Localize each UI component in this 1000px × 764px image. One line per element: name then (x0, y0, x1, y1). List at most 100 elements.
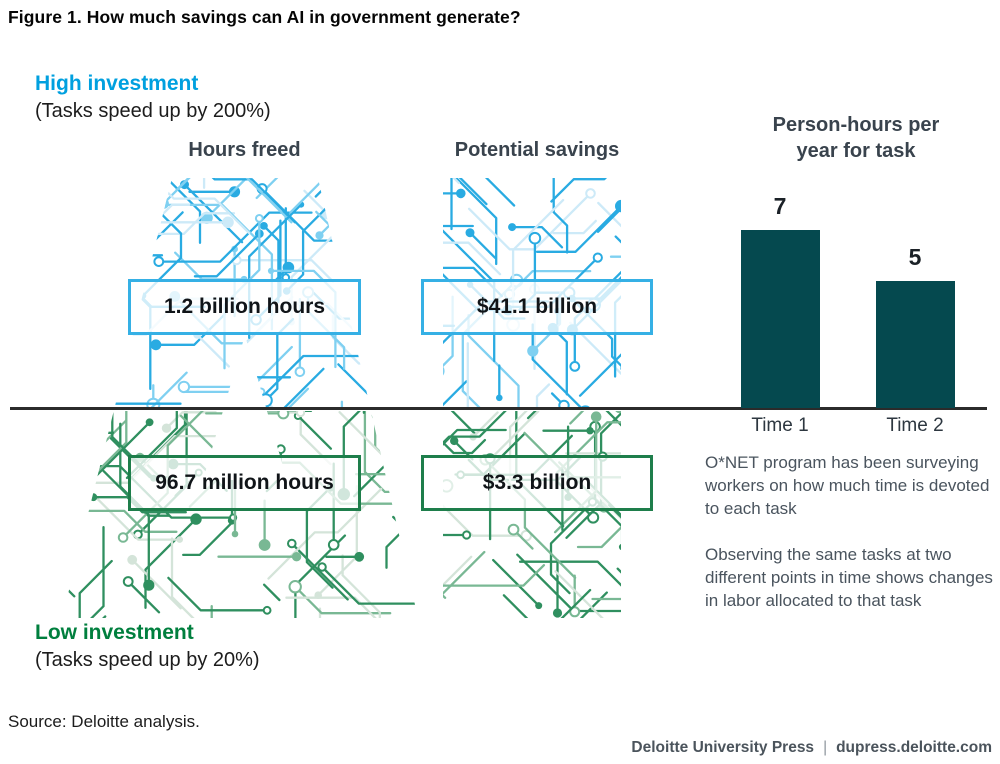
circuit-node (456, 188, 466, 199)
circuit-node (262, 605, 272, 615)
circuit-trace (489, 411, 540, 461)
circuit-node (513, 434, 525, 446)
circuit-trace (255, 178, 403, 205)
circuit-trace (629, 536, 653, 610)
circuit-node (444, 359, 455, 370)
circuit-trace (218, 411, 261, 460)
circuit-node (634, 592, 644, 602)
circuit-node (283, 385, 295, 397)
circuit-node (196, 372, 203, 379)
circuit-node (293, 411, 303, 420)
circuit-node (258, 393, 273, 407)
circuit-trace (609, 255, 621, 258)
circuit-node (441, 446, 449, 454)
circuit-node (320, 178, 329, 185)
circuit-trace (104, 212, 236, 236)
circuit-trace (357, 178, 384, 214)
circuit-node (569, 606, 581, 618)
bar-value-time-1: 7 (773, 193, 787, 219)
circuit-trace (162, 178, 293, 224)
circuit-node (122, 374, 130, 382)
low-savings-value: $3.3 billion (482, 471, 592, 494)
circuit-trace (626, 175, 746, 245)
circuit-trace (288, 411, 332, 466)
circuit-trace (260, 395, 291, 407)
circuit-trace (510, 225, 564, 249)
circuit-trace (443, 411, 507, 445)
circuit-trace (280, 387, 310, 407)
column-header-hours-freed: Hours freed (188, 139, 301, 161)
circuit-node (507, 523, 520, 536)
footer-site-link[interactable]: dupress.deloitte.com (836, 739, 992, 756)
circuit-trace (512, 528, 534, 550)
high-investment-label: High investment (35, 72, 199, 95)
bar-time-2 (875, 281, 955, 408)
circuit-trace (375, 414, 403, 442)
value-box-high-savings: $41.1 billion (421, 279, 653, 335)
high-savings-value: $41.1 billion (476, 295, 598, 318)
circuit-node (448, 629, 459, 640)
circuit-node (222, 705, 229, 712)
circuit-trace (579, 591, 608, 618)
circuit-node (267, 267, 275, 274)
circuit-node (453, 658, 464, 669)
high-investment-subtitle: (Tasks speed up by 200%) (35, 100, 271, 122)
circuit-trace (260, 187, 348, 242)
circuit-trace (569, 411, 585, 425)
circuit-node (659, 657, 669, 667)
circuit-trace (560, 588, 592, 618)
circuit-trace (113, 367, 155, 409)
circuit-node (48, 344, 55, 351)
circuit-node (105, 149, 116, 160)
circuit-node (379, 284, 387, 292)
circuit-trace (363, 262, 384, 314)
axis-tick-time-2: Time 2 (886, 415, 944, 436)
circuit-trace (365, 539, 424, 568)
circuit-node (190, 513, 202, 525)
circuit-trace (174, 251, 246, 281)
circuit-node (528, 231, 542, 245)
circuit-trace (314, 178, 368, 198)
circuit-node (589, 420, 601, 433)
circuit-node (371, 411, 381, 421)
circuit-trace (551, 326, 568, 396)
note-onet: O*NET program has been surveying workers… (705, 453, 990, 518)
circuit-node (697, 246, 709, 258)
circuit-node (158, 198, 169, 210)
circuit-node (336, 196, 349, 209)
circuit-trace (554, 570, 604, 618)
circuit-node (620, 366, 621, 371)
circuit-node (25, 547, 34, 556)
circuit-trace (443, 438, 487, 455)
circuit-trace (516, 553, 621, 613)
circuit-trace (605, 411, 621, 427)
circuit-node (678, 552, 685, 559)
circuit-node (544, 599, 555, 610)
circuit-node (140, 199, 152, 211)
circuit-node (324, 396, 331, 403)
circuit-node (285, 420, 294, 429)
circuit-node (521, 546, 528, 553)
circuit-trace (73, 411, 128, 563)
circuit-node (256, 387, 266, 397)
circuit-trace (62, 419, 128, 536)
circuit-node (88, 328, 101, 341)
circuit-node (397, 480, 407, 490)
circuit-trace (303, 189, 329, 215)
circuit-node (231, 245, 239, 253)
circuit-node (234, 442, 246, 454)
circuit-trace (285, 178, 360, 293)
column-header-potential-savings: Potential savings (454, 139, 620, 161)
circuit-trace (285, 596, 418, 618)
bar-value-time-2: 5 (908, 244, 922, 270)
circuit-trace (623, 558, 664, 662)
circuit-node (242, 386, 253, 397)
circuit-node (458, 563, 465, 570)
circuit-node (237, 383, 251, 396)
circuit-node (551, 622, 558, 629)
circuit-trace (443, 550, 486, 596)
circuit-node (6, 507, 15, 516)
circuit-node (314, 591, 323, 599)
circuit-node (298, 201, 305, 208)
